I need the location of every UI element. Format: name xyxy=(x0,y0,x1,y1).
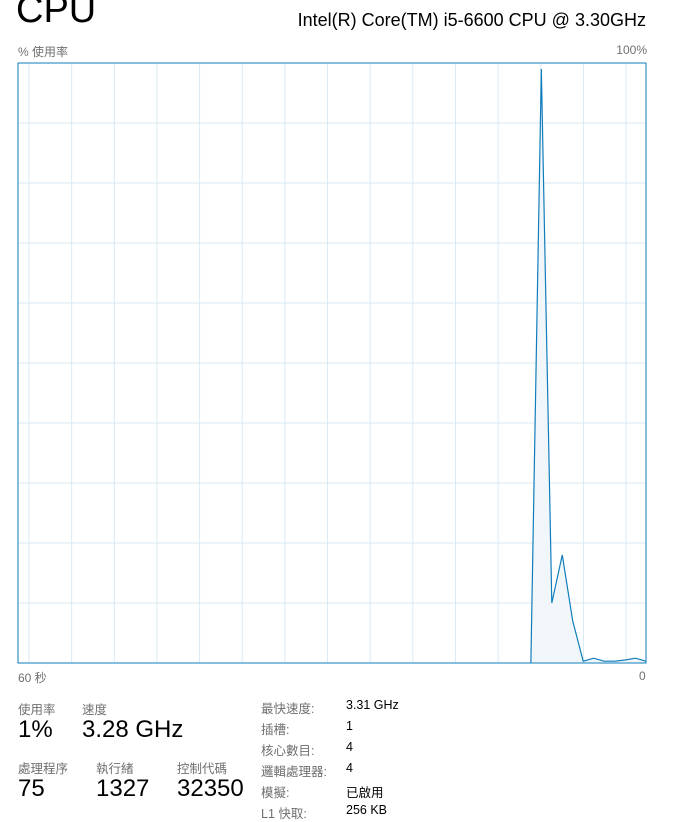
spec-label: L1 快取: xyxy=(261,803,307,822)
x-right-label: 0 xyxy=(639,669,646,683)
processes-value: 75 xyxy=(18,775,45,803)
speed-value: 3.28 GHz xyxy=(82,716,183,744)
spec-value: 3.31 GHz xyxy=(346,698,399,712)
spec-value: 已啟用 xyxy=(346,782,384,801)
spec-label: 最快速度: xyxy=(261,698,314,717)
spec-label: 插槽: xyxy=(261,719,289,738)
handles-value: 32350 xyxy=(177,775,244,803)
threads-value: 1327 xyxy=(96,775,149,803)
spec-label: 模擬: xyxy=(261,782,289,801)
x-left-label: 60 秒 xyxy=(18,669,47,686)
spec-value: 1 xyxy=(346,719,353,733)
utilization-value: 1% xyxy=(18,716,53,744)
spec-label: 邏輯處理器: xyxy=(261,761,327,780)
cpu-usage-graph xyxy=(0,0,676,680)
spec-value: 4 xyxy=(346,740,353,754)
spec-value: 4 xyxy=(346,761,353,775)
spec-value: 256 KB xyxy=(346,803,387,817)
spec-label: 核心數目: xyxy=(261,740,314,759)
usage-area xyxy=(531,69,646,663)
